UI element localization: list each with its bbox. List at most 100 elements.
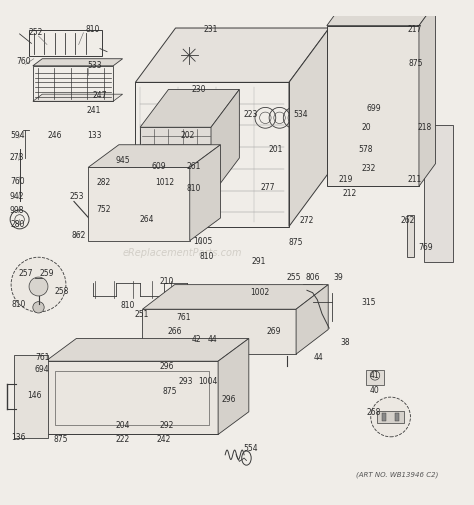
Text: 42: 42 [192,335,201,344]
Text: 217: 217 [407,25,421,34]
Polygon shape [46,361,218,434]
Text: 699: 699 [367,104,382,113]
Polygon shape [296,285,328,354]
Text: 945: 945 [115,156,130,165]
Text: 272: 272 [300,216,314,225]
Text: 41: 41 [369,371,379,380]
Text: 810: 810 [120,301,135,310]
Text: 1002: 1002 [250,288,269,297]
Text: 291: 291 [251,257,265,266]
Text: 261: 261 [186,162,201,171]
Text: 219: 219 [338,175,353,184]
Text: 594: 594 [10,131,25,140]
Polygon shape [140,89,239,127]
Polygon shape [211,89,239,196]
Text: 280: 280 [10,220,25,229]
Bar [336,49,410,71]
Text: 20: 20 [361,123,371,132]
Bar [336,64,410,90]
Polygon shape [88,145,220,168]
Text: 246: 246 [48,131,62,140]
Bar [377,411,404,423]
Text: 760: 760 [16,57,31,66]
Text: 1005: 1005 [193,237,213,245]
Polygon shape [419,3,436,186]
Text: 609: 609 [152,162,166,171]
Text: 578: 578 [358,145,373,154]
Polygon shape [190,145,220,241]
Text: 38: 38 [340,338,349,347]
Text: 998: 998 [10,207,25,216]
Text: 39: 39 [334,273,344,282]
Bar [395,413,399,421]
Text: 875: 875 [289,238,303,246]
Polygon shape [143,285,328,309]
Text: 44: 44 [208,335,217,344]
Text: 44: 44 [313,353,323,362]
Text: 253: 253 [69,192,83,201]
Text: 259: 259 [40,269,54,278]
Text: 875: 875 [163,387,177,396]
Text: 264: 264 [140,215,155,224]
Bar [334,53,412,98]
Text: 269: 269 [266,327,281,336]
Polygon shape [289,28,329,227]
Text: 862: 862 [72,231,86,240]
Text: 806: 806 [305,273,320,282]
Text: 810: 810 [186,184,201,193]
Bar [303,284,322,296]
Text: 133: 133 [87,131,101,140]
Text: 694: 694 [35,365,50,374]
Text: 252: 252 [29,28,43,37]
Polygon shape [33,59,123,66]
Bar [407,215,414,257]
Text: 875: 875 [54,435,68,444]
Text: 40: 40 [369,386,379,395]
Circle shape [371,397,410,437]
Circle shape [225,395,232,401]
Polygon shape [143,309,296,354]
Text: 262: 262 [401,216,415,225]
Polygon shape [327,3,436,26]
Text: 769: 769 [419,243,433,252]
Text: 266: 266 [167,327,182,336]
Text: eReplacementParts.com: eReplacementParts.com [123,247,242,258]
Text: 292: 292 [160,421,174,430]
Text: 760: 760 [10,177,25,186]
Text: 146: 146 [27,391,42,400]
Bar [424,125,453,262]
Text: 204: 204 [115,421,130,430]
Polygon shape [33,94,123,102]
Text: 810: 810 [11,300,26,309]
Text: 255: 255 [286,273,301,282]
Text: 218: 218 [418,123,432,132]
Bar [365,370,384,385]
Polygon shape [46,338,249,361]
Text: 136: 136 [11,433,26,442]
Text: 296: 296 [221,395,236,405]
Text: 810: 810 [86,25,100,34]
Text: 277: 277 [261,183,275,192]
Text: 942: 942 [10,192,25,201]
Text: 223: 223 [244,110,258,119]
Polygon shape [327,26,419,186]
Text: 282: 282 [97,178,111,187]
Text: 1012: 1012 [155,178,175,187]
Text: 251: 251 [134,311,149,319]
Text: 554: 554 [243,444,257,453]
Text: 1004: 1004 [198,377,218,385]
Circle shape [176,368,184,375]
Text: 273: 273 [10,154,25,163]
Text: 201: 201 [269,145,283,154]
Bar [382,413,386,421]
Polygon shape [14,355,48,438]
Text: 231: 231 [204,25,218,34]
Text: 247: 247 [93,90,107,99]
Text: 258: 258 [54,287,68,296]
Text: 533: 533 [87,61,101,70]
Circle shape [11,257,66,312]
Text: 210: 210 [160,277,174,286]
Text: 296: 296 [160,363,174,371]
Text: 212: 212 [342,189,356,198]
Circle shape [33,301,44,313]
